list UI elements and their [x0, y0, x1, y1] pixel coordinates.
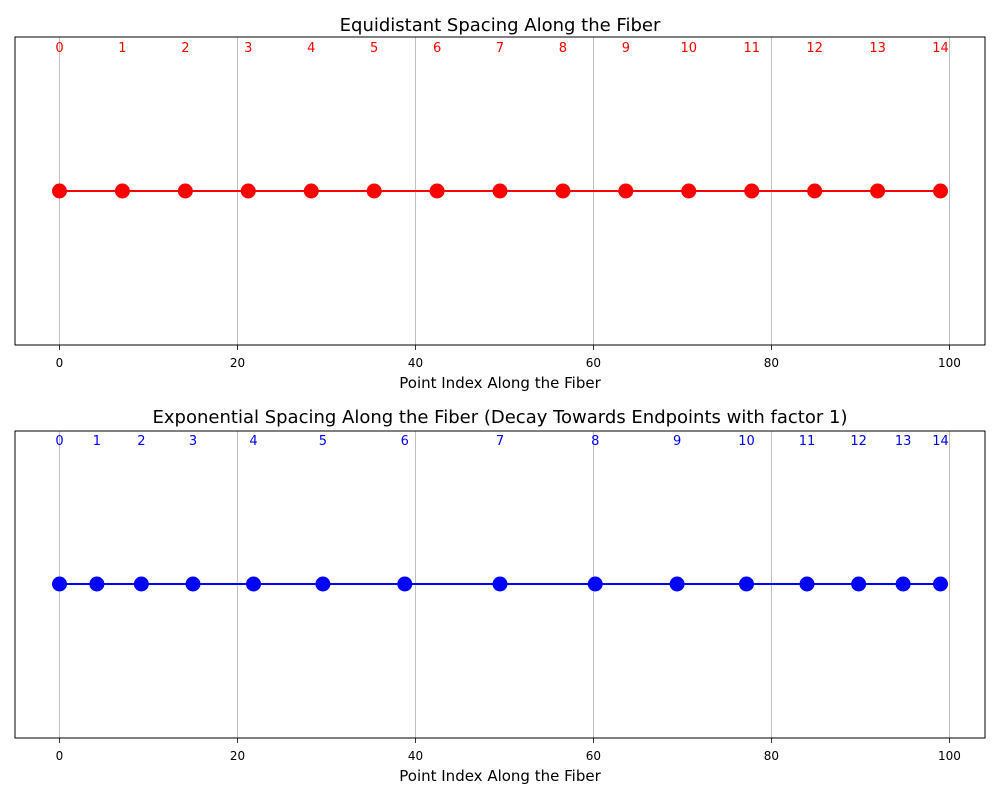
data-point — [933, 576, 949, 592]
data-point — [799, 576, 815, 592]
chart-title: Exponential Spacing Along the Fiber (Dec… — [153, 407, 848, 428]
point-label: 7 — [496, 41, 504, 56]
point-label: 11 — [799, 434, 816, 449]
point-label: 14 — [932, 41, 949, 56]
point-label: 7 — [496, 434, 504, 449]
data-point — [587, 576, 603, 592]
point-label: 5 — [370, 41, 378, 56]
point-label: 4 — [249, 434, 257, 449]
data-point — [240, 183, 256, 199]
point-label: 9 — [673, 434, 681, 449]
point-label: 10 — [738, 434, 755, 449]
point-label: 5 — [319, 434, 327, 449]
data-point — [492, 576, 508, 592]
data-point — [895, 576, 911, 592]
x-tick-label: 20 — [230, 356, 245, 370]
data-point — [618, 183, 634, 199]
point-label: 10 — [680, 41, 697, 56]
x-tick-label: 100 — [938, 749, 961, 763]
data-point — [851, 576, 867, 592]
point-label: 9 — [622, 41, 630, 56]
point-label: 13 — [895, 434, 912, 449]
point-label: 2 — [137, 434, 145, 449]
point-label: 13 — [869, 41, 886, 56]
x-tick-label: 0 — [56, 749, 64, 763]
point-label: 8 — [591, 434, 599, 449]
point-label: 2 — [181, 41, 189, 56]
chart-title: Equidistant Spacing Along the Fiber — [340, 15, 661, 36]
axes-frame — [14, 36, 986, 346]
data-point — [681, 183, 697, 199]
data-point — [177, 183, 193, 199]
point-label: 4 — [307, 41, 315, 56]
data-point — [492, 183, 508, 199]
data-point — [555, 183, 571, 199]
x-axis-label: Point Index Along the Fiber — [399, 767, 601, 785]
x-tick-label: 100 — [938, 356, 961, 370]
data-point — [245, 576, 261, 592]
point-label: 6 — [401, 434, 409, 449]
data-point — [870, 183, 886, 199]
point-label: 1 — [93, 434, 101, 449]
data-point — [133, 576, 149, 592]
data-point — [51, 576, 67, 592]
data-point — [114, 183, 130, 199]
point-label: 3 — [244, 41, 252, 56]
point-label: 8 — [559, 41, 567, 56]
x-tick-label: 60 — [586, 356, 601, 370]
data-point — [739, 576, 755, 592]
data-point — [185, 576, 201, 592]
data-point — [303, 183, 319, 199]
point-label: 6 — [433, 41, 441, 56]
point-label: 11 — [743, 41, 760, 56]
x-tick-label: 0 — [56, 356, 64, 370]
data-point — [744, 183, 760, 199]
point-label: 12 — [806, 41, 823, 56]
point-label: 0 — [55, 434, 63, 449]
data-point — [397, 576, 413, 592]
x-tick-label: 60 — [586, 749, 601, 763]
x-tick-label: 40 — [408, 356, 423, 370]
data-point — [807, 183, 823, 199]
point-label: 14 — [932, 434, 949, 449]
data-point — [89, 576, 105, 592]
point-label: 3 — [189, 434, 197, 449]
point-label: 1 — [118, 41, 126, 56]
x-tick-label: 40 — [408, 749, 423, 763]
data-point — [429, 183, 445, 199]
data-point — [366, 183, 382, 199]
x-tick-label: 20 — [230, 749, 245, 763]
axes-frame — [14, 430, 986, 739]
x-tick-label: 80 — [764, 356, 779, 370]
data-point — [669, 576, 685, 592]
data-point — [315, 576, 331, 592]
data-point — [51, 183, 67, 199]
point-label: 0 — [55, 41, 63, 56]
data-point — [933, 183, 949, 199]
x-axis-label: Point Index Along the Fiber — [399, 374, 601, 392]
point-label: 12 — [850, 434, 867, 449]
x-tick-label: 80 — [764, 749, 779, 763]
